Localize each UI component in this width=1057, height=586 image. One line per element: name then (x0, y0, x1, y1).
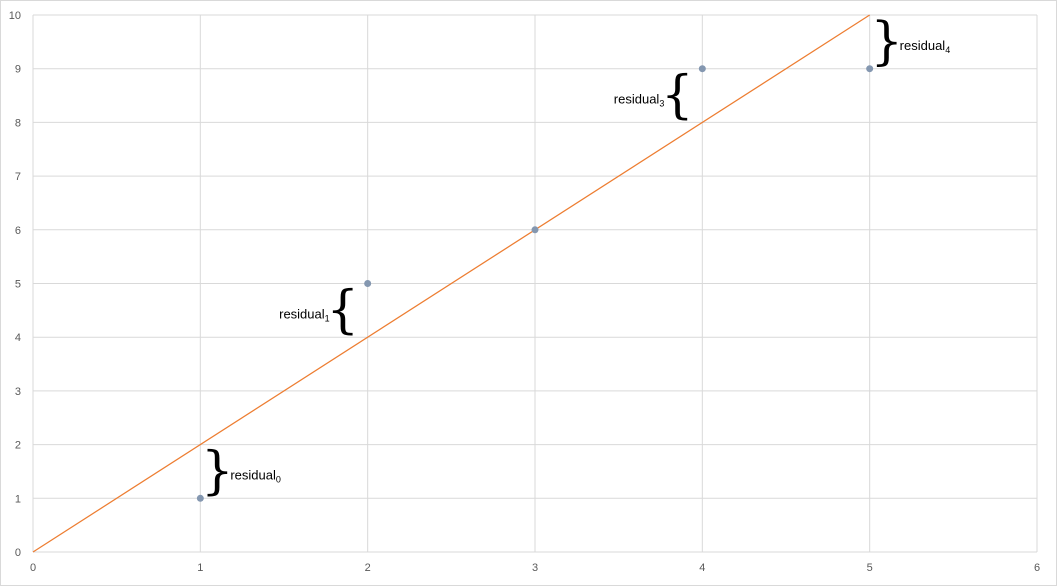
x-tick-label: 1 (197, 562, 203, 574)
trend-line (32, 14, 871, 553)
regression-line (32, 14, 871, 553)
residual-annotation: }residual4 (870, 12, 950, 71)
y-tick-label: 9 (15, 64, 21, 76)
y-tick-label: 6 (15, 225, 21, 237)
y-tick-label: 1 (15, 493, 21, 505)
residual-annotation: }residual0 (201, 442, 281, 501)
data-point (196, 494, 204, 502)
y-tick-label: 7 (15, 171, 21, 183)
y-tick-label: 10 (9, 10, 21, 22)
data-point (698, 65, 706, 73)
x-tick-label: 4 (699, 562, 705, 574)
data-point (364, 280, 372, 287)
data-point (531, 226, 539, 234)
data-points (196, 65, 874, 502)
residual-label: residual3 (614, 92, 665, 109)
brace-symbol: } (870, 12, 902, 71)
brace-symbol: } (201, 442, 233, 501)
x-tick-label: 5 (867, 562, 873, 574)
y-axis-ticks: 0 1 2 3 4 5 6 7 8 9 10 (9, 10, 21, 559)
y-tick-label: 0 (15, 547, 21, 559)
brace-symbol: { (661, 66, 693, 125)
y-tick-label: 2 (15, 440, 21, 452)
data-point (866, 65, 874, 73)
x-tick-label: 3 (532, 562, 538, 574)
x-tick-label: 0 (30, 562, 36, 574)
y-tick-label: 8 (15, 117, 21, 129)
brace-symbol: { (326, 281, 358, 340)
residual-label: residual0 (230, 467, 281, 484)
y-tick-label: 4 (15, 332, 21, 344)
residual-annotations: }residual0{residual1{residual3}residual4 (201, 12, 950, 501)
residual-annotation: {residual1 (279, 281, 359, 340)
residual-annotation: {residual3 (614, 66, 694, 125)
y-tick-label: 5 (15, 279, 21, 291)
x-tick-label: 2 (365, 562, 371, 574)
gridlines (32, 14, 1038, 553)
y-tick-label: 3 (15, 386, 21, 398)
x-axis-ticks: 0 1 2 3 4 5 6 (30, 562, 1040, 574)
x-tick-label: 6 (1034, 562, 1040, 574)
residual-label: residual4 (900, 38, 951, 55)
residual-label: residual1 (279, 306, 330, 323)
